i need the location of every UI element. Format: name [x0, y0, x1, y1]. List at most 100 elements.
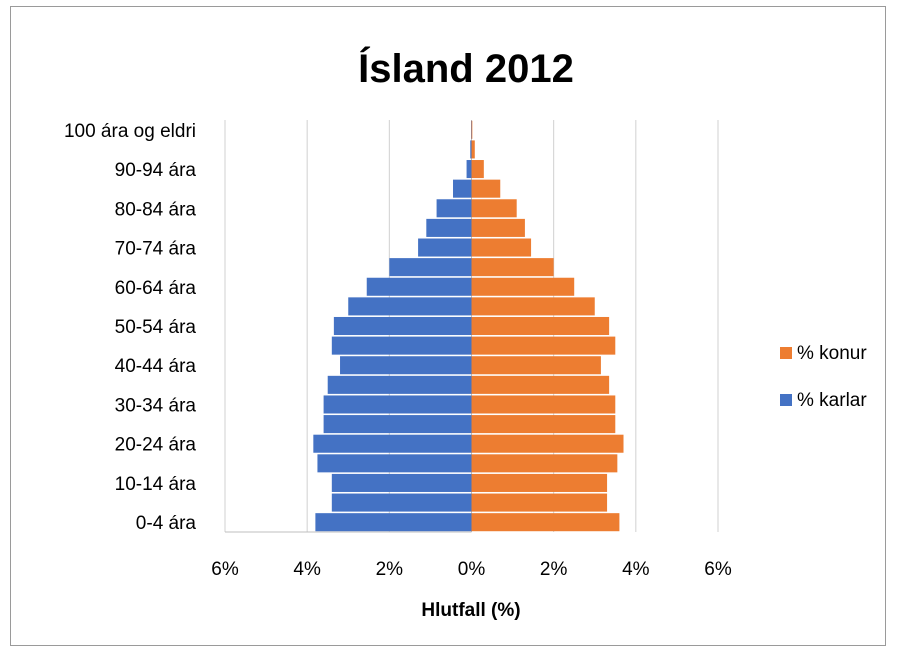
bar-group — [348, 297, 472, 316]
bar-group — [471, 336, 616, 355]
bar-group — [471, 415, 616, 434]
bar-group — [436, 199, 472, 218]
category-label: 20-24 ára — [115, 435, 197, 456]
legend-label: % karlar — [797, 390, 867, 411]
bar-group — [471, 395, 616, 414]
bar-group — [471, 218, 525, 237]
bar-group — [471, 473, 608, 492]
bar-karlar-11 — [348, 297, 472, 316]
bar-konur-19 — [471, 140, 475, 159]
bar-group — [471, 356, 601, 375]
category-label: 50-54 ára — [115, 317, 197, 338]
bar-group — [471, 277, 575, 296]
bar-karlar-10 — [333, 316, 472, 336]
bar-karlar-18 — [466, 160, 472, 179]
bar-konur-7 — [471, 375, 610, 394]
bars — [313, 120, 624, 532]
x-tick-label: 2% — [376, 559, 404, 580]
bar-konur-16 — [471, 199, 517, 218]
bar-group — [418, 238, 472, 257]
bar-karlar-0 — [315, 513, 472, 532]
category-label: 10-14 ára — [115, 474, 197, 495]
bar-karlar-13 — [389, 258, 472, 277]
bar-group — [327, 375, 472, 394]
bar-group — [470, 140, 472, 159]
bar-group — [323, 395, 472, 414]
bar-group — [426, 218, 472, 237]
gridlines — [224, 120, 719, 533]
category-label: 30-34 ára — [115, 395, 197, 416]
bar-karlar-3 — [317, 454, 472, 473]
bar-group — [366, 277, 472, 296]
bar-konur-3 — [471, 454, 618, 473]
legend-swatch — [780, 394, 792, 406]
bar-group — [315, 513, 472, 532]
bar-konur-18 — [471, 160, 484, 179]
bar-konur-8 — [471, 356, 601, 375]
bar-karlar-7 — [327, 375, 472, 394]
bar-karlar-17 — [453, 179, 472, 198]
bar-group — [471, 199, 517, 218]
bar-group — [331, 336, 472, 355]
bar-group — [340, 356, 472, 375]
bar-group — [389, 258, 472, 277]
bar-group — [471, 120, 473, 139]
bar-group — [471, 179, 501, 198]
bar-karlar-6 — [323, 395, 472, 414]
bar-karlar-4 — [313, 434, 472, 453]
bar-group — [331, 493, 472, 512]
category-label: 100 ára og eldri — [64, 121, 196, 142]
bar-konur-4 — [471, 434, 624, 453]
bar-konur-14 — [471, 238, 532, 257]
chart-title: Ísland 2012 — [358, 46, 574, 91]
bar-group — [471, 375, 610, 394]
bar-group — [323, 415, 472, 434]
category-label: 60-64 ára — [115, 278, 197, 299]
bar-konur-13 — [471, 258, 554, 277]
bar-group — [453, 179, 472, 198]
category-label: 70-74 ára — [115, 239, 197, 260]
legend-item: % konur — [780, 343, 867, 364]
bar-group — [333, 316, 472, 336]
legend-label: % konur — [797, 343, 867, 364]
bar-karlar-9 — [331, 336, 472, 355]
category-labels: 0-4 ára 10-14 ára 20-24 ára 30-34 ára 40-44 … — [64, 121, 196, 534]
bar-group — [471, 493, 608, 512]
bar-group — [471, 120, 472, 139]
bar-karlar-19 — [470, 140, 472, 159]
bar-group — [471, 297, 595, 316]
bar-group — [471, 513, 620, 532]
bar-konur-9 — [471, 336, 616, 355]
x-tick-label: 0% — [458, 559, 486, 580]
legend: % konur % karlar — [780, 343, 867, 411]
bar-group — [471, 238, 532, 257]
legend-swatch — [780, 347, 792, 359]
bar-karlar-8 — [340, 356, 472, 375]
bar-konur-11 — [471, 297, 595, 316]
bar-konur-15 — [471, 218, 525, 237]
bar-karlar-16 — [436, 199, 472, 218]
bar-group — [471, 258, 554, 277]
bar-karlar-12 — [366, 277, 472, 296]
bar-group — [317, 454, 472, 473]
bar-konur-1 — [471, 493, 608, 512]
bar-group — [466, 160, 472, 179]
bar-group — [471, 454, 618, 473]
x-tick-label: 4% — [622, 559, 650, 580]
bar-konur-6 — [471, 395, 616, 414]
bar-group — [471, 160, 484, 179]
bar-karlar-2 — [331, 473, 472, 492]
bar-karlar-14 — [418, 238, 472, 257]
legend-item: % karlar — [780, 390, 867, 411]
bar-konur-17 — [471, 179, 501, 198]
bar-karlar-1 — [331, 493, 472, 512]
bar-group — [471, 316, 610, 336]
bar-konur-0 — [471, 513, 620, 532]
x-tick-label: 6% — [211, 559, 239, 580]
bar-konur-5 — [471, 415, 616, 434]
bar-konur-12 — [471, 277, 575, 296]
bar-karlar-5 — [323, 415, 472, 434]
x-tick-label: 4% — [293, 559, 321, 580]
bar-konur-10 — [471, 316, 610, 336]
